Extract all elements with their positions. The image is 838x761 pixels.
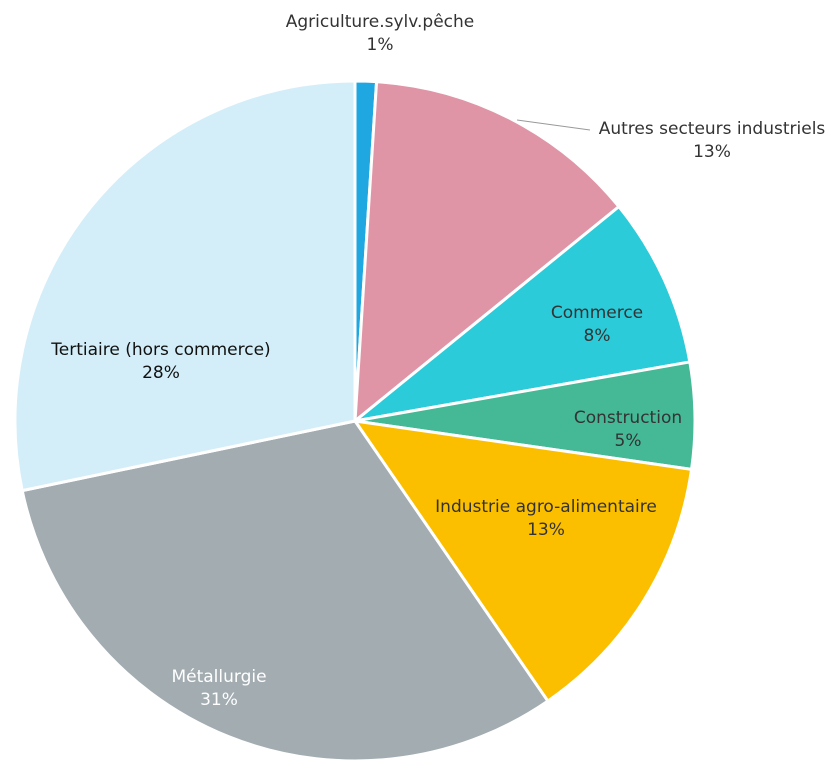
slice-value-label: 28%	[142, 363, 180, 383]
slice-value-label: 13%	[527, 520, 565, 540]
pie-slice	[353, 80, 622, 425]
slice-label: Commerce	[551, 303, 643, 323]
pie-slice	[20, 419, 550, 761]
slice-label: Tertiaire (hors commerce)	[50, 340, 270, 360]
slice-label: Agriculture.sylv.pêche	[286, 12, 475, 32]
slice-value-label: 1%	[367, 35, 394, 55]
slice-value-label: 13%	[693, 142, 731, 162]
slice-value-label: 8%	[584, 326, 611, 346]
pie-slice	[351, 419, 694, 704]
slice-value-label: 31%	[200, 690, 238, 710]
slice-label: Métallurgie	[171, 667, 266, 687]
slice-label: Autres secteurs industriels	[599, 119, 826, 139]
slice-value-label: 5%	[615, 431, 642, 451]
slice-label: Construction	[574, 408, 682, 428]
pie-slice	[13, 79, 357, 493]
leader-line	[516, 119, 591, 131]
slice-label: Industrie agro-alimentaire	[435, 497, 657, 517]
pie-slice	[349, 204, 692, 424]
